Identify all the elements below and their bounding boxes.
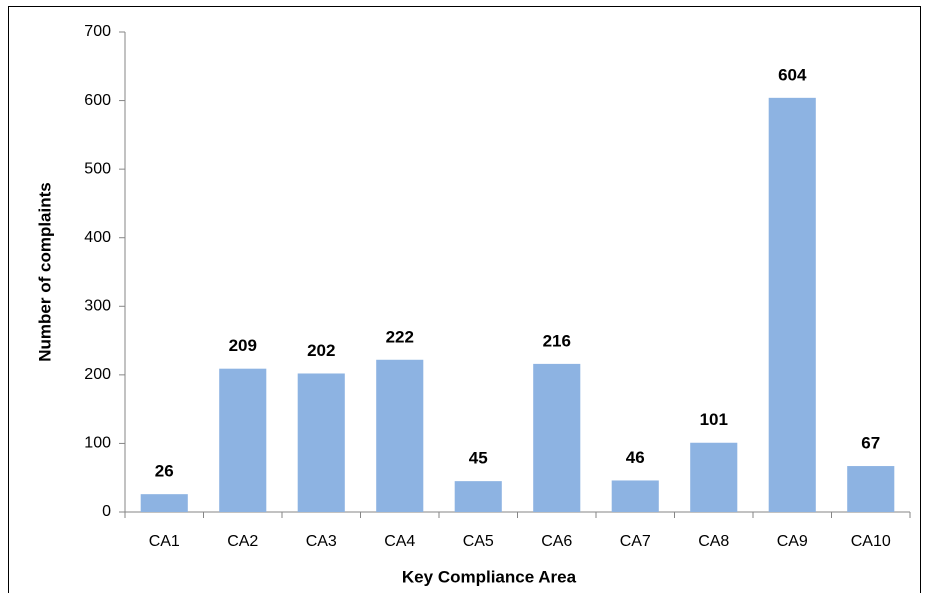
chart-frame: [8, 6, 921, 593]
bar: [847, 466, 895, 512]
y-tick-label: 0: [102, 503, 111, 520]
bar: [454, 481, 502, 512]
x-tick-label: CA9: [777, 533, 808, 550]
x-axis-title: Key Compliance Area: [402, 567, 577, 586]
x-tick-label: CA5: [463, 533, 494, 550]
bar: [690, 442, 738, 512]
bar: [533, 363, 581, 512]
bar: [297, 373, 345, 512]
value-label: 26: [155, 462, 174, 481]
x-tick-label: CA1: [149, 533, 180, 550]
bar: [768, 97, 816, 512]
bar: [376, 359, 424, 512]
value-label: 604: [778, 65, 807, 84]
y-tick-label: 700: [84, 23, 111, 40]
x-tick-label: CA7: [620, 533, 651, 550]
y-tick-label: 400: [84, 229, 111, 246]
value-label: 46: [626, 448, 645, 467]
y-tick-label: 500: [84, 160, 111, 177]
x-tick-label: CA4: [384, 533, 415, 550]
x-tick-label: CA10: [851, 533, 891, 550]
x-tick-label: CA6: [541, 533, 572, 550]
y-tick-label: 100: [84, 435, 111, 452]
value-label: 202: [307, 341, 335, 360]
value-label: 216: [543, 331, 571, 350]
x-tick-label: CA8: [698, 533, 729, 550]
y-axis-title: Number of complaints: [35, 182, 54, 361]
value-label: 101: [700, 410, 728, 429]
value-label: 67: [861, 434, 880, 453]
y-tick-label: 600: [84, 92, 111, 109]
bar: [611, 480, 659, 512]
value-label: 209: [229, 336, 257, 355]
x-tick-label: CA3: [306, 533, 337, 550]
value-label: 222: [386, 327, 414, 346]
value-label: 45: [469, 449, 488, 468]
bar: [140, 494, 188, 512]
y-tick-label: 300: [84, 298, 111, 315]
x-tick-label: CA2: [227, 533, 258, 550]
bar: [219, 368, 267, 512]
y-tick-label: 200: [84, 366, 111, 383]
